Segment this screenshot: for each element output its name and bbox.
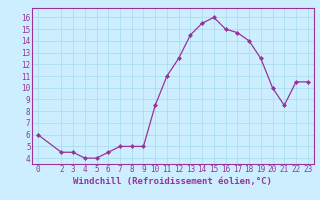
X-axis label: Windchill (Refroidissement éolien,°C): Windchill (Refroidissement éolien,°C) bbox=[73, 177, 272, 186]
